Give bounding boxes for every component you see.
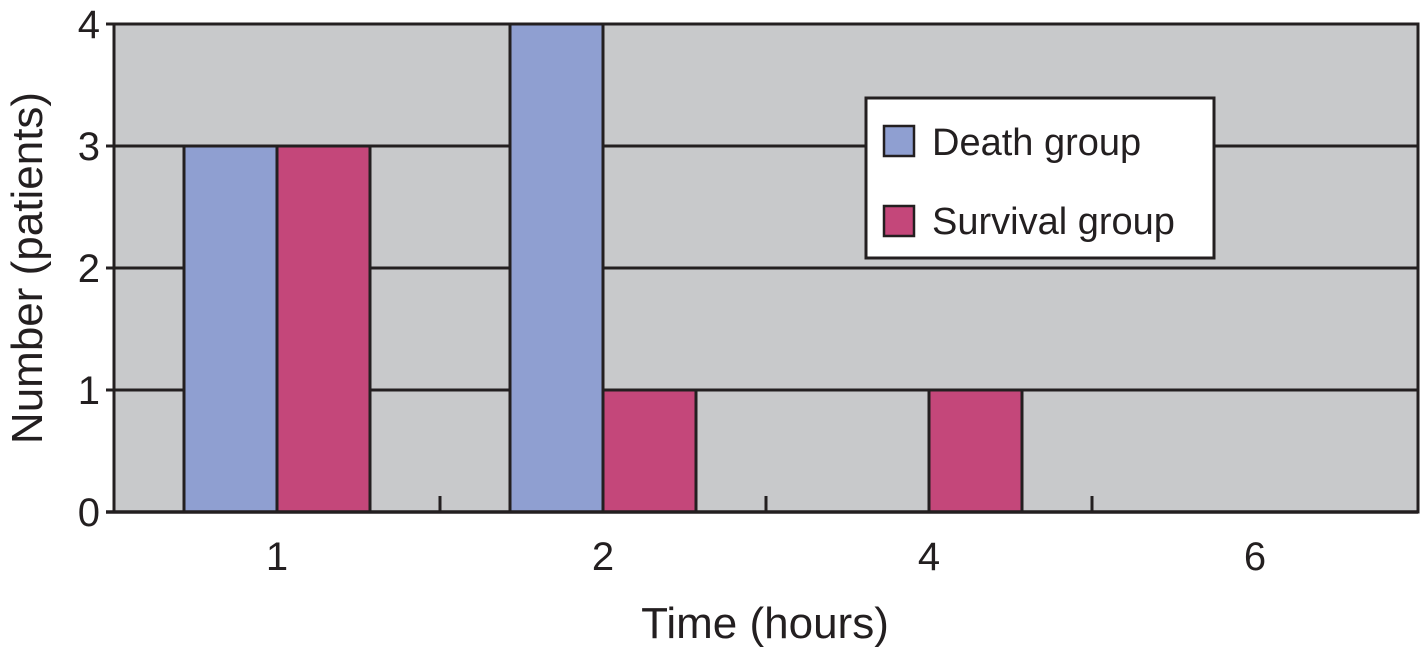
y-tick-label-1: 1 xyxy=(78,369,100,413)
x-tick-labels: 1 2 4 6 xyxy=(266,535,1266,579)
y-axis-title: Number (patients) xyxy=(3,92,52,444)
x-tick-label-1: 1 xyxy=(266,535,288,579)
legend-swatch-death xyxy=(882,124,916,158)
x-axis-title: Time (hours) xyxy=(641,599,889,648)
legend-swatch-survival xyxy=(882,204,916,238)
axes xyxy=(106,22,1420,514)
legend-label-death: Death group xyxy=(932,122,1141,164)
legend: Death group Survival group xyxy=(864,96,1216,260)
y-tick-label-3: 3 xyxy=(78,125,100,169)
y-tick-label-0: 0 xyxy=(78,491,100,535)
legend-box xyxy=(864,96,1216,260)
x-tick-label-6: 6 xyxy=(1244,535,1266,579)
bar-death-group-1 xyxy=(182,144,279,514)
bar-survival-group-2 xyxy=(601,388,698,514)
legend-label-survival: Survival group xyxy=(932,201,1175,243)
bar-survival-group-4 xyxy=(927,388,1024,514)
bar-death-group-2 xyxy=(508,22,605,514)
y-tick-labels: 0 1 2 3 4 xyxy=(78,3,100,535)
y-tick-label-2: 2 xyxy=(78,247,100,291)
y-tick-label-4: 4 xyxy=(78,3,100,47)
x-tick-label-2: 2 xyxy=(592,535,614,579)
x-tick-label-4: 4 xyxy=(918,535,940,579)
bar-survival-group-1 xyxy=(275,144,372,514)
